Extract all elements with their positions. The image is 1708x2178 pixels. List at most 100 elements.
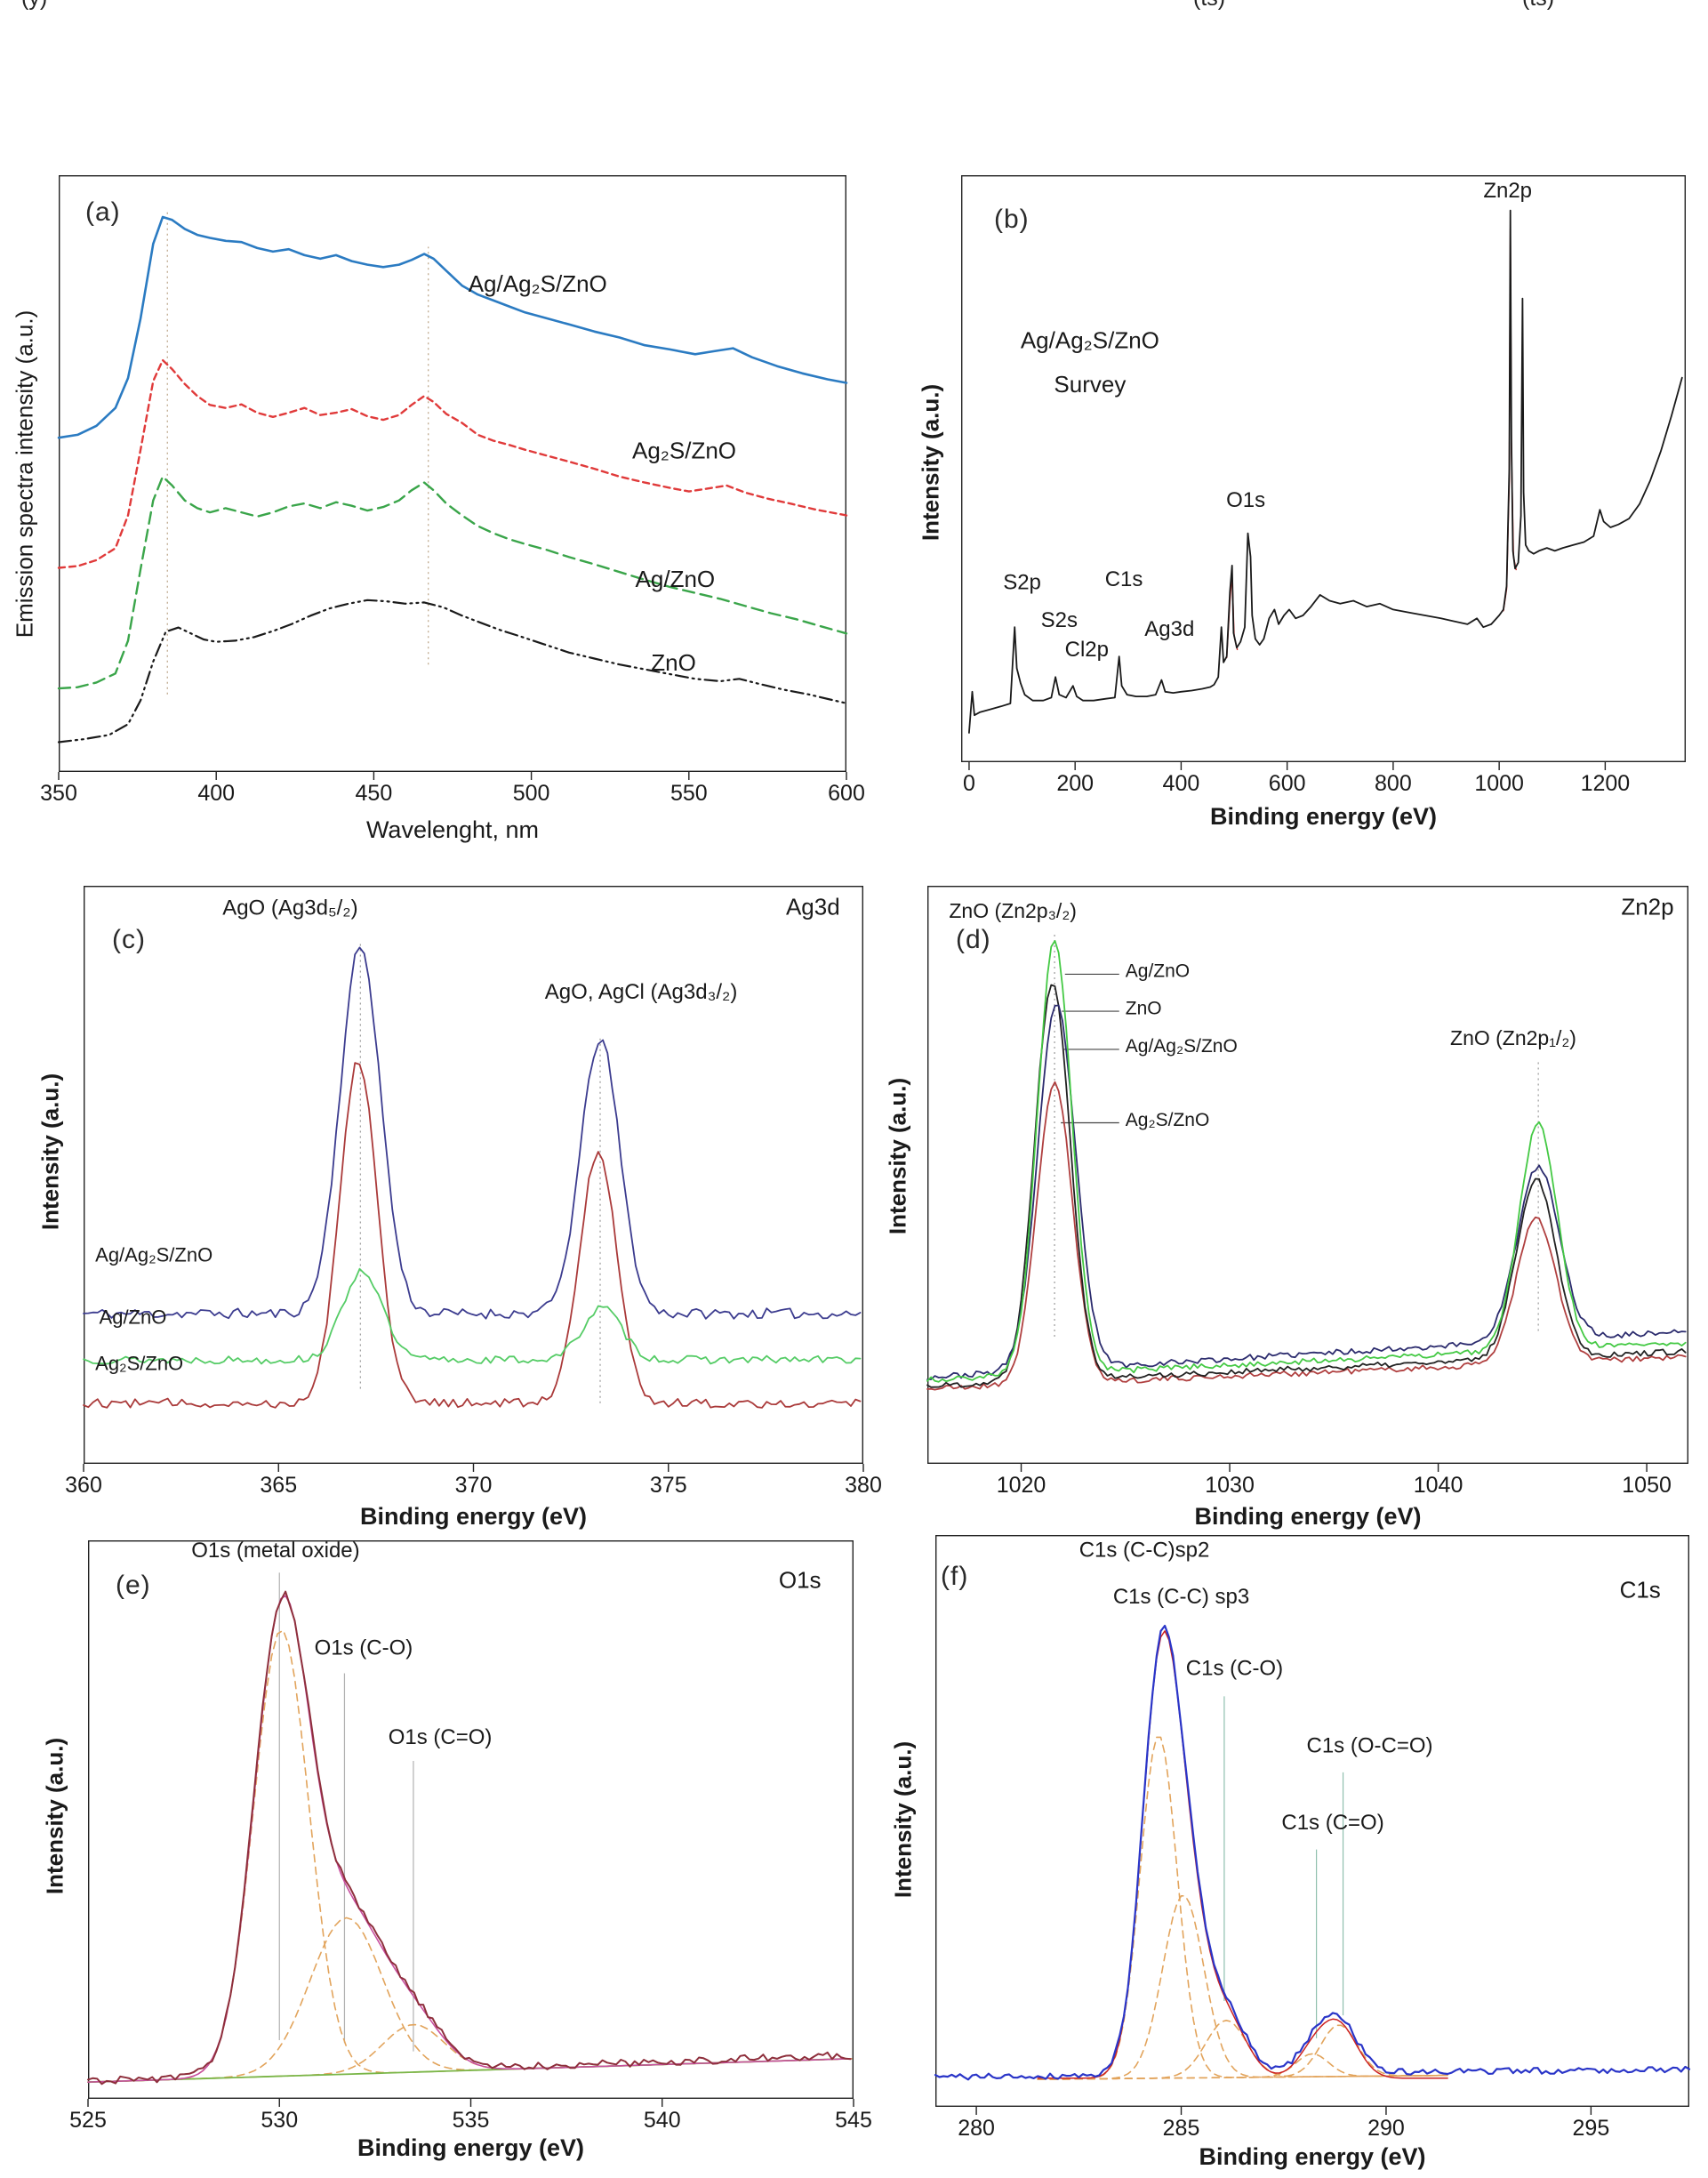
x-tick-label: 290 <box>1367 2116 1405 2141</box>
x-tick-label: 295 <box>1573 2116 1610 2141</box>
annotation: O1s (C=O) <box>389 1725 493 1749</box>
annotation: Ag₂S/ZnO <box>95 1353 183 1375</box>
series-Ag/ZnO <box>83 1267 862 1365</box>
annotation: Cl2p <box>1065 638 1109 662</box>
x-tick-label: 1020 <box>997 1473 1046 1498</box>
annotation: O1s <box>779 1566 822 1593</box>
series-Ag/Ag₂S/ZnO <box>83 946 862 1320</box>
annotation: ZnO <box>1126 998 1162 1018</box>
x-tick-label: 500 <box>513 781 550 806</box>
plot-frame <box>934 1534 1689 2107</box>
x-tick-label: 365 <box>260 1473 297 1498</box>
annotation: Zn2p <box>1621 894 1673 920</box>
x-tick-label: 380 <box>845 1473 882 1498</box>
cropped-caption-text: (y) <box>21 0 101 11</box>
series-Ag₂S/ZnO <box>83 1062 862 1409</box>
panel-a-svg: 350 400 450 500 550 600 Ag/Ag₂S/ZnO Ag₂S/ZnO Ag/… <box>40 174 865 806</box>
annotation: Zn2p <box>1483 179 1532 203</box>
annotation: AgO (Ag3d₅/₂) <box>222 896 357 920</box>
annotation: C1s <box>1620 1577 1661 1603</box>
annotation: Ag/ZnO <box>100 1306 167 1329</box>
cropped-caption-fragment: (y) <box>21 0 101 11</box>
panel-b-ylabel: Intensity (a.u.) <box>917 383 944 542</box>
x-tick-label: 545 <box>835 2108 872 2133</box>
annotation: Ag3d <box>1144 617 1194 641</box>
annotation: C1s (O-C=O) <box>1307 1733 1433 1757</box>
x-tick-label: 280 <box>958 2116 995 2141</box>
panel-b-label: (b) <box>994 205 1030 234</box>
series-Ag₂S/ZnO <box>926 1081 1687 1391</box>
annotation: ZnO <box>651 649 696 676</box>
annotation: Ag₂S/ZnO <box>632 438 736 464</box>
annotation: Survey <box>1054 371 1126 398</box>
series-fit-CC-sp3 <box>1037 1895 1448 2080</box>
cropped-caption-text: (ts) <box>1522 0 1602 11</box>
cropped-caption-fragment: (ts) <box>1522 0 1602 11</box>
panel-e-svg: 525 530 535 540 545 O1s (metal oxide) O1s (C-O… <box>69 1539 872 2133</box>
x-tick-label: 530 <box>261 2108 298 2133</box>
series-O1s-spectrum <box>87 1590 852 2086</box>
panel-d-plot: 1020 1030 1040 1050 ZnO (Zn2p₃/₂) Ag/ZnO ZnO Ag… <box>926 885 1688 1498</box>
annotation: Ag₂S/ZnO <box>1126 1110 1210 1130</box>
x-tick-label: 400 <box>1163 771 1200 796</box>
x-tick-label: 600 <box>1269 771 1306 796</box>
x-tick-label: 285 <box>1163 2116 1200 2141</box>
annotation: S2s <box>1041 608 1078 632</box>
annotation: O1s (C-O) <box>315 1636 413 1660</box>
x-tick-label: 550 <box>670 781 708 806</box>
panel-c-plot: 360 365 370 375 380 AgO (Ag3d₅/₂) AgO, AgCl (A… <box>65 885 882 1498</box>
series-C1s-spectrum <box>934 1624 1691 2081</box>
plot-frame <box>926 885 1688 1464</box>
series-fit-O-C=O <box>1037 2024 1448 2080</box>
annotation: ZnO (Zn2p₃/₂) <box>949 899 1077 922</box>
panel-a-plot: 350 400 450 500 550 600 Ag/Ag₂S/ZnO Ag₂S/ZnO Ag/… <box>40 174 865 806</box>
panel-f-label: (f) <box>941 1562 969 1591</box>
annotation: O1s (metal oxide) <box>191 1539 359 1563</box>
series-Ag/ZnO <box>926 940 1687 1383</box>
x-tick-label: 1200 <box>1581 771 1631 796</box>
annotation: Ag3d <box>786 894 840 920</box>
panel-e-plot: 525 530 535 540 545 O1s (metal oxide) O1s (C-O… <box>69 1539 872 2133</box>
panel-a-label: (a) <box>85 197 121 227</box>
annotation: Ag/Ag₂S/ZnO <box>1021 327 1159 354</box>
x-tick-label: 1040 <box>1414 1473 1463 1498</box>
x-tick-label: 800 <box>1375 771 1412 796</box>
series-ZnO <box>926 984 1687 1388</box>
series-fit-C=O <box>87 2023 853 2083</box>
panel-f-xlabel: Binding energy (eV) <box>1199 2143 1426 2170</box>
panel-e-ylabel: Intensity (a.u.) <box>41 1737 68 1895</box>
panel-a-xlabel: Wavelenght, nm <box>365 816 540 843</box>
series-fit-metal-oxide <box>87 1629 853 2083</box>
x-tick-label: 360 <box>65 1473 102 1498</box>
x-tick-label: 200 <box>1056 771 1094 796</box>
panel-f-svg: 280 285 290 295 C1s (C-C)sp2 C1s (C-C) sp3 C1s… <box>934 1534 1691 2141</box>
series-fit-CC-sp2 <box>1037 1736 1448 2080</box>
panel-d-svg: 1020 1030 1040 1050 ZnO (Zn2p₃/₂) Ag/ZnO ZnO Ag… <box>926 885 1688 1498</box>
panel-b-xlabel: Binding energy (eV) <box>1209 803 1438 830</box>
panel-d-ylabel: Intensity (a.u.) <box>884 1077 911 1235</box>
panel-b-svg: 0 200 400 600 800 1000 1200 Ag/Ag₂S/ZnO Survey S2… <box>960 174 1686 796</box>
x-tick-label: 1050 <box>1622 1473 1672 1498</box>
panel-c-svg: 360 365 370 375 380 AgO (Ag3d₅/₂) AgO, AgCl (A… <box>65 885 882 1498</box>
annotation: Ag/ZnO <box>1126 961 1190 982</box>
plot-frame <box>58 174 846 772</box>
annotation: Ag/Ag₂S/ZnO <box>1126 1036 1238 1057</box>
x-tick-label: 535 <box>453 2108 490 2133</box>
series-Ag/ZnO <box>57 475 848 690</box>
x-tick-label: 450 <box>356 781 393 806</box>
annotation: Ag/Ag₂S/ZnO <box>469 270 607 297</box>
series-fit-envelope <box>1037 1630 1448 2079</box>
plot-frame <box>87 1539 854 2099</box>
annotation: ZnO (Zn2p₁/₂) <box>1450 1026 1576 1049</box>
x-tick-label: 1030 <box>1205 1473 1255 1498</box>
panel-d-label: (d) <box>956 925 991 954</box>
plot-frame <box>83 885 863 1464</box>
annotation: C1s (C-C) sp3 <box>1113 1585 1249 1609</box>
panel-e-label: (e) <box>116 1571 151 1600</box>
panel-c-xlabel: Binding energy (eV) <box>359 1503 588 1530</box>
annotation: Ag/ZnO <box>636 566 716 592</box>
annotation: C1s <box>1105 567 1143 591</box>
annotation: AgO, AgCl (Ag3d₃/₂) <box>545 980 738 1004</box>
panel-c-ylabel: Intensity (a.u.) <box>36 1073 64 1231</box>
panel-f-ylabel: Intensity (a.u.) <box>889 1740 917 1899</box>
